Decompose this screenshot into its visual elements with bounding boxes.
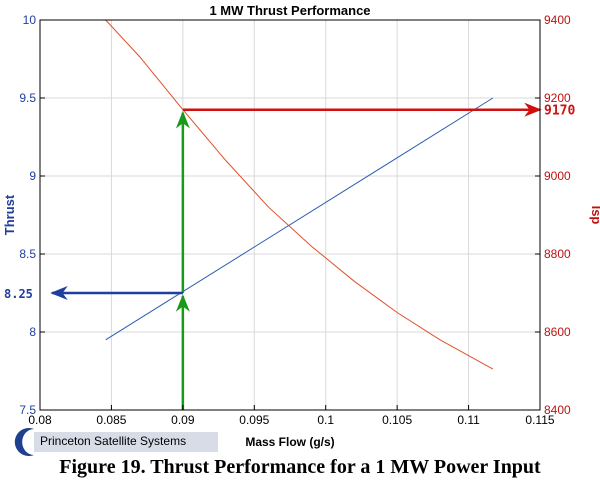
x-tick-label: 0.09 [171,413,195,427]
y-right-axis-label: Isp [589,206,600,225]
x-axis-ticks: 0.08 0.085 0.09 0.095 0.1 0.105 0.11 0.115 [28,405,555,427]
x-tick-label: 0.095 [239,413,269,427]
y-left-tick-label: 8.5 [19,247,36,261]
series-group [105,19,494,370]
y-right-tick-label: 8800 [544,247,571,261]
y-right-tick-label: 9400 [544,13,571,27]
y-left-axis-ticks: 7.5 8 8.5 9 9.5 10 [19,13,45,417]
plot-frame [39,19,541,411]
logo-backdrop [34,432,218,452]
isp-readout-label: 9170 [544,104,575,119]
y-right-axis-ticks: 8400 8600 8800 9000 9200 9400 [535,13,571,417]
y-left-tick-label: 8 [29,325,36,339]
x-tick-label: 0.115 [525,413,554,427]
x-tick-label: 0.085 [96,413,126,427]
y-left-tick-label: 9.5 [19,91,36,105]
y-right-tick-label: 8400 [544,403,571,417]
thrust-readout-label: 8.25 [4,287,33,301]
series-line-thrust [105,97,494,341]
y-right-tick-label: 8600 [544,325,571,339]
x-tick-label: 0.08 [28,413,52,427]
series-line-isp [105,19,494,370]
x-tick-label: 0.105 [382,413,412,427]
x-tick-label: 0.11 [457,413,480,427]
logo-text: Princeton Satellite Systems [40,434,187,448]
logo-crescent-icon [14,428,34,456]
chart-title: 1 MW Thrust Performance [209,3,370,18]
y-left-tick-label: 9 [29,169,36,183]
y-right-tick-label: 9000 [544,169,571,183]
annotation-group: 8.25 9170 [4,102,575,410]
figure-caption: Figure 19. Thrust Performance for a 1 MW… [59,456,541,478]
plot-area [40,20,540,410]
logo [14,428,218,456]
x-tick-label: 0.1 [317,413,334,427]
y-left-axis-label: Thrust [2,194,17,235]
y-left-tick-label: 7.5 [19,403,36,417]
y-right-tick-label: 9200 [544,91,571,105]
x-axis-label: Mass Flow (g/s) [245,435,334,449]
y-left-tick-label: 10 [23,13,37,27]
